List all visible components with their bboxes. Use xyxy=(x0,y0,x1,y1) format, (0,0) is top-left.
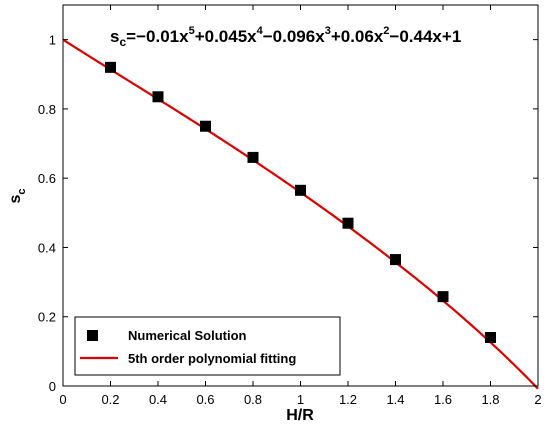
legend-marker-numerical-solution xyxy=(87,330,98,341)
x-tick-label: 1.6 xyxy=(434,392,452,407)
axis-ticks-layer: 0 0.2 0.4 0.6 0.8 1 1.2 1.4 1.6 1.8 2 0 0.2 0.4 0.6 0.8… xyxy=(38,5,542,407)
legend-box xyxy=(74,316,341,376)
equation-exponent: 2 xyxy=(383,25,389,37)
data-points-layer xyxy=(105,61,496,344)
y-axis-title: sc xyxy=(7,188,28,203)
y-tick-label: 0.8 xyxy=(38,102,56,117)
equation-annotation: sc=−0.01x5+0.045x4−0.096x3+0.06x2−0.44x+… xyxy=(110,25,461,49)
equation-term: +0.045x xyxy=(195,27,257,46)
x-tick-label: 1.4 xyxy=(386,392,404,407)
equation-exponent: 5 xyxy=(189,25,195,37)
data-point-numerical-solution xyxy=(390,254,401,266)
x-tick-label: 0.8 xyxy=(244,392,262,407)
y-tick-label: 0.4 xyxy=(38,240,56,255)
y-tick-label: 1 xyxy=(49,33,56,48)
x-tick-label: 0.2 xyxy=(101,392,119,407)
data-point-numerical-solution xyxy=(200,120,211,132)
legend-label-numerical-solution: Numerical Solution xyxy=(128,328,247,343)
x-tick-label: 0 xyxy=(59,392,66,407)
y-axis-title-subscript: c xyxy=(16,188,28,194)
x-tick-label: 2 xyxy=(534,392,541,407)
equation-exponent: 4 xyxy=(257,25,264,37)
equation-term: −0.44x+1 xyxy=(389,27,461,46)
data-point-numerical-solution xyxy=(437,291,449,303)
equation-lhs: s xyxy=(110,27,119,46)
x-tick-label: 1.8 xyxy=(481,392,499,407)
equation-term: +0.06x xyxy=(331,27,384,46)
data-point-numerical-solution xyxy=(485,332,496,344)
data-point-numerical-solution xyxy=(105,61,116,73)
x-tick-label: 1 xyxy=(297,392,304,407)
data-point-numerical-solution xyxy=(152,91,164,103)
x-tick-label: 0.4 xyxy=(149,392,167,407)
legend-label-polynomial-fitting: 5th order polynomial fitting xyxy=(128,351,296,366)
x-tick-label: 1.2 xyxy=(339,392,357,407)
y-tick-label: 0.2 xyxy=(38,310,56,325)
y-tick-label: 0.6 xyxy=(38,171,56,186)
svg-text:sc: sc xyxy=(7,188,28,203)
x-tick-label: 0.6 xyxy=(196,392,214,407)
data-point-numerical-solution xyxy=(247,151,259,163)
equation-exponent: 3 xyxy=(325,25,331,37)
data-point-numerical-solution xyxy=(342,217,354,229)
equation-term: =−0.01x xyxy=(126,27,189,46)
equation-text: sc=−0.01x5+0.045x4−0.096x3+0.06x2−0.44x+… xyxy=(110,25,461,49)
data-point-numerical-solution xyxy=(295,184,306,196)
equation-term: −0.096x xyxy=(263,27,325,46)
x-axis-title: H/R xyxy=(286,407,314,424)
legend: Numerical Solution 5th order polynomial … xyxy=(74,316,341,376)
y-axis-title-main: s xyxy=(7,195,24,204)
y-tick-label: 0 xyxy=(49,379,56,394)
equation-lhs-subscript: c xyxy=(119,35,126,49)
